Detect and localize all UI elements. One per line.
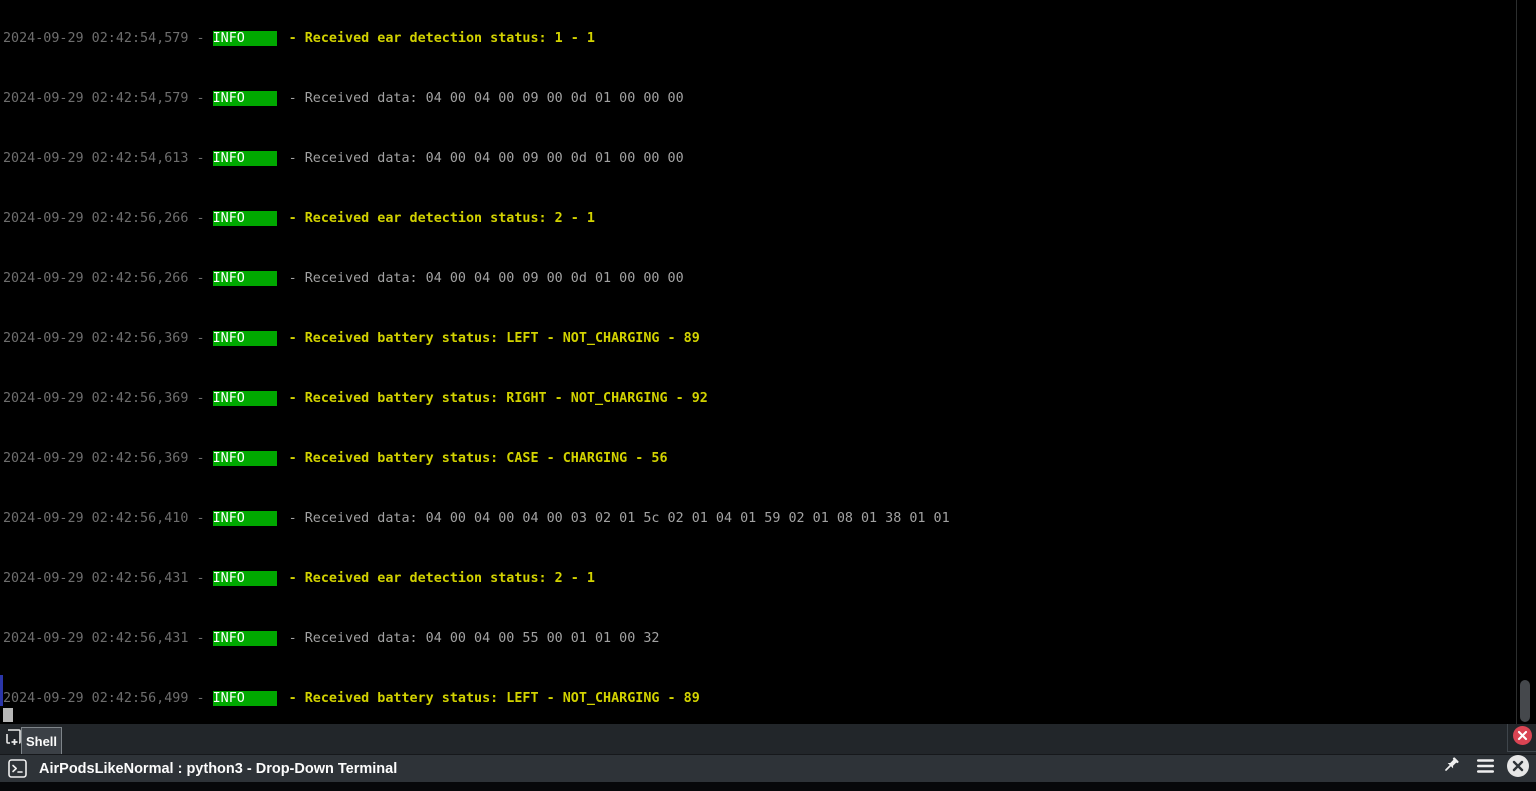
activity-indicator-bar (0, 675, 3, 706)
log-timestamp: 2024-09-29 02:42:54,579 - (3, 31, 213, 46)
log-timestamp: 2024-09-29 02:42:54,613 - (3, 151, 213, 166)
new-tab-button[interactable] (2, 727, 26, 751)
log-line: 2024-09-29 02:42:56,266 - INFO - Received… (3, 271, 1536, 286)
log-line: 2024-09-29 02:42:56,369 - INFO - Received… (3, 331, 1536, 346)
log-line: 2024-09-29 02:42:54,579 - INFO - Received… (3, 91, 1536, 106)
scrollbar-track-divider (1516, 0, 1517, 724)
log-line: 2024-09-29 02:42:56,369 - INFO - Received… (3, 451, 1536, 466)
scrollbar-thumb[interactable] (1520, 680, 1530, 722)
log-level-badge: INFO (212, 451, 277, 466)
menu-button[interactable] (1473, 757, 1497, 781)
title-bar[interactable]: AirPodsLikeNormal : python3 - Drop-Down … (0, 754, 1536, 782)
close-session-icon (1512, 725, 1533, 751)
log-level-badge: INFO (212, 511, 277, 526)
close-session-button[interactable] (1510, 725, 1534, 751)
terminal-cursor (3, 708, 13, 722)
log-timestamp: 2024-09-29 02:42:56,266 - (3, 211, 213, 226)
terminal-app-icon (8, 759, 27, 778)
log-message: - Received battery status: LEFT - NOT_CH… (288, 331, 700, 346)
log-line: 2024-09-29 02:42:56,410 - INFO - Received… (3, 511, 1536, 526)
log-timestamp: 2024-09-29 02:42:54,579 - (3, 91, 213, 106)
close-window-button[interactable] (1506, 754, 1530, 783)
log-timestamp: 2024-09-29 02:42:56,369 - (3, 391, 213, 406)
log-line: 2024-09-29 02:42:54,613 - INFO - Received… (3, 151, 1536, 166)
tab-shell[interactable]: Shell (21, 727, 62, 754)
log-timestamp: 2024-09-29 02:42:56,431 - (3, 631, 213, 646)
terminal-output[interactable]: 2024-09-29 02:42:54,579 - INFO - Received… (0, 0, 1536, 724)
log-line: 2024-09-29 02:42:56,369 - INFO - Received… (3, 391, 1536, 406)
log-level-badge: INFO (212, 571, 277, 586)
log-level-badge: INFO (212, 151, 277, 166)
log-message: - Received ear detection status: 1 - 1 (288, 31, 595, 46)
keep-open-button[interactable] (1440, 757, 1464, 781)
log-message: - Received data: 04 00 04 00 09 00 0d 01… (288, 151, 684, 166)
log-level-badge: INFO (212, 211, 277, 226)
log-message: - Received data: 04 00 04 00 55 00 01 01… (288, 631, 660, 646)
log-line: 2024-09-29 02:42:56,431 - INFO - Received… (3, 571, 1536, 586)
menu-icon (1476, 758, 1495, 779)
log-line: 2024-09-29 02:42:56,431 - INFO - Received… (3, 631, 1536, 646)
log-message: - Received ear detection status: 2 - 1 (288, 211, 595, 226)
close-icon (1506, 754, 1530, 783)
close-session-area (1507, 724, 1536, 752)
log-timestamp: 2024-09-29 02:42:56,499 - (3, 691, 213, 706)
log-level-badge: INFO (212, 331, 277, 346)
log-level-badge: INFO (212, 91, 277, 106)
log-line: 2024-09-29 02:42:56,266 - INFO - Received… (3, 211, 1536, 226)
log-line: 2024-09-29 02:42:56,499 - INFO - Received… (3, 691, 1536, 706)
log-message: - Received ear detection status: 2 - 1 (288, 571, 595, 586)
log-message: - Received battery status: LEFT - NOT_CH… (288, 691, 700, 706)
log-lines: 2024-09-29 02:42:54,579 - INFO - Received… (3, 31, 1536, 706)
log-level-badge: INFO (212, 691, 277, 706)
log-timestamp: 2024-09-29 02:42:56,369 - (3, 331, 213, 346)
log-level-badge: INFO (212, 271, 277, 286)
pin-icon (1442, 756, 1462, 781)
log-line: 2024-09-29 02:42:54,579 - INFO - Received… (3, 31, 1536, 46)
log-timestamp: 2024-09-29 02:42:56,266 - (3, 271, 213, 286)
log-message: - Received data: 04 00 04 00 04 00 03 02… (288, 511, 950, 526)
log-message: - Received battery status: CASE - CHARGI… (288, 451, 668, 466)
log-timestamp: 2024-09-29 02:42:56,369 - (3, 451, 213, 466)
tab-bar: Shell (0, 724, 1536, 754)
log-level-badge: INFO (212, 31, 277, 46)
log-timestamp: 2024-09-29 02:42:56,431 - (3, 571, 213, 586)
window-title: AirPodsLikeNormal : python3 - Drop-Down … (39, 760, 398, 777)
log-message: - Received data: 04 00 04 00 09 00 0d 01… (288, 271, 684, 286)
log-message: - Received battery status: RIGHT - NOT_C… (288, 391, 708, 406)
new-tab-icon (4, 727, 24, 752)
log-timestamp: 2024-09-29 02:42:56,410 - (3, 511, 213, 526)
tab-shell-label: Shell (25, 733, 58, 749)
log-level-badge: INFO (212, 391, 277, 406)
log-level-badge: INFO (212, 631, 277, 646)
log-message: - Received data: 04 00 04 00 09 00 0d 01… (288, 91, 684, 106)
title-bar-actions (1440, 754, 1530, 783)
window-bottom-edge (0, 782, 1536, 791)
